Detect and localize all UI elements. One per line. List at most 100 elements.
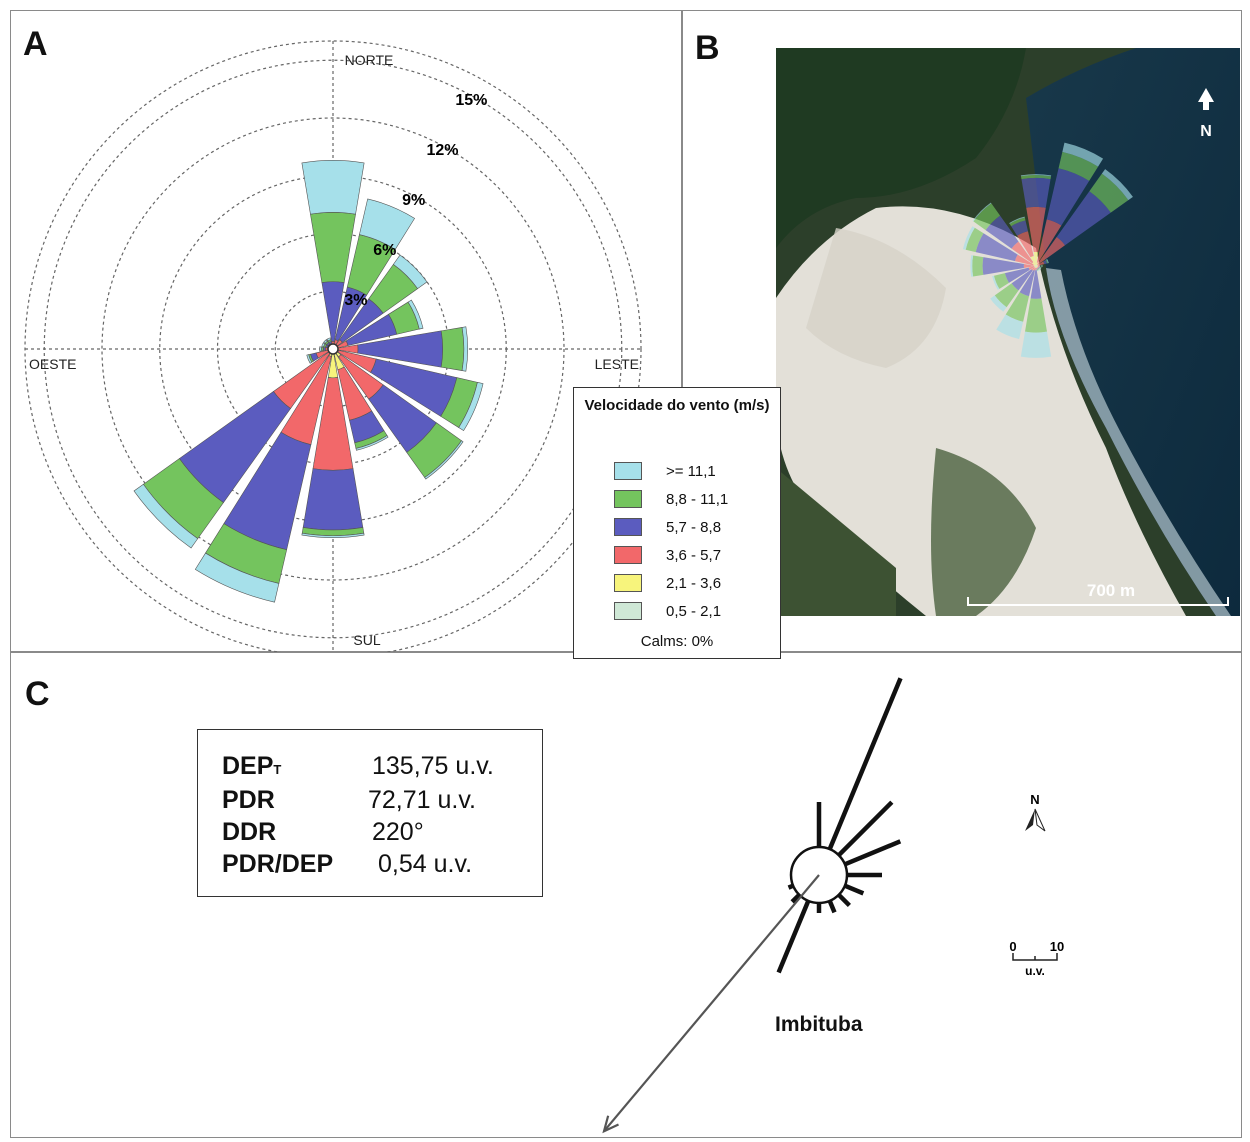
satellite-image: N 700 m (776, 48, 1240, 616)
rose-radial-tick: 12% (426, 142, 458, 159)
map-rose-segment (1036, 265, 1037, 266)
north-arrow-icon (1198, 88, 1214, 110)
map-rose-segment (1028, 266, 1035, 270)
sand-resultant-arrowhead (602, 1115, 619, 1134)
map-rose-segment (1030, 255, 1036, 266)
rose-bar-segment (359, 198, 416, 250)
rose-center (327, 343, 339, 355)
rose-bar-segment (321, 342, 326, 348)
stat-value: 0,54 u.v. (378, 850, 473, 878)
map-rose-segment (1037, 261, 1045, 266)
map-rose-segment (1039, 266, 1041, 269)
map-rose-segment (1038, 268, 1040, 270)
sand-rose-arm (837, 893, 851, 907)
stat-label: PDR/DEP (222, 850, 334, 878)
map-rose-segment (1101, 169, 1133, 201)
stats-box: DEPT 135,75 u.v. PDR 72,71 u.v. DDR 220°… (197, 729, 543, 897)
stat-label: DEPT (222, 752, 282, 780)
map-rose-segment (1058, 151, 1099, 181)
wind-speed-legend: Velocidade do vento (m/s) >= 11,1 8,8 - … (573, 387, 781, 659)
wind-rose-chart: 3% 6% 9% 12% 15% NORTE SUL LESTE OESTE (24, 40, 642, 653)
map-rose-segment (1036, 265, 1038, 266)
map-rose-segment (1020, 174, 1052, 177)
rose-cardinal-label: LESTE (595, 356, 639, 372)
map-north-arrow: N (1198, 88, 1214, 140)
map-rose-segment (1046, 259, 1049, 264)
map-rose-segment (1036, 267, 1038, 269)
map-rose-segment (1021, 177, 1051, 208)
legend-label: 0,5 - 2,1 (666, 603, 722, 620)
stat-label: DDR (222, 818, 277, 846)
map-rose-segment (1032, 262, 1036, 266)
map-rose-segment (990, 295, 1007, 312)
map-rose-segment (1034, 266, 1036, 268)
rose-cardinal-label: NORTE (345, 52, 394, 68)
rose-bar-segment (407, 299, 424, 330)
map-rose-segment (982, 257, 1024, 275)
map-rose-segment (1036, 268, 1038, 270)
map-rose-segment (1034, 265, 1036, 267)
rose-bar-segment (392, 254, 428, 290)
sand-scale-min: 0 (1009, 939, 1016, 954)
map-rose-segment (1045, 259, 1048, 264)
map-rose-segment (1004, 267, 1030, 283)
rose-bar-segment (301, 532, 365, 538)
map-rose-segment (1036, 266, 1037, 268)
rose-radial-tick: 9% (402, 192, 425, 209)
map-rose-segment (1033, 267, 1036, 271)
rose-bar-segment (461, 326, 468, 372)
rose-bar-segment (319, 346, 322, 352)
map-rose-segment (1036, 219, 1062, 263)
rose-bar-segment (306, 354, 313, 364)
map-rose-segment (1039, 265, 1041, 267)
dune-patch (806, 228, 946, 368)
map-rose-segment (1043, 260, 1047, 265)
sand-rose-arm (844, 839, 902, 867)
sand-scale-unit: u.v. (1025, 964, 1045, 978)
map-rose-segment (1041, 264, 1043, 268)
map-rose-segment (992, 275, 1000, 290)
rose-cardinal-label: OESTE (29, 356, 76, 372)
map-rose-segment (1039, 267, 1042, 269)
stat-value: 220° (372, 818, 424, 846)
rose-bar-segment (302, 468, 364, 531)
sand-north-label: N (1030, 792, 1039, 807)
panel-letter-b: B (695, 29, 720, 67)
map-wind-rose-overlay (962, 142, 1133, 358)
map-rose-segment (1036, 266, 1038, 267)
stat-value: 72,71 u.v. (368, 786, 476, 814)
rose-bar-segment (323, 339, 328, 344)
map-rose-segment (1030, 269, 1042, 299)
map-rose-segment (1031, 267, 1035, 271)
map-rose-segment (1038, 266, 1040, 268)
rose-bar-segment (326, 337, 332, 342)
map-rose-segment (1017, 231, 1034, 258)
map-rose-segment (1040, 265, 1042, 267)
map-rose-segment (1035, 266, 1037, 268)
legend-label: >= 11,1 (666, 463, 716, 480)
rose-cardinal-label: SUL (353, 632, 380, 648)
map-rose-segment (1033, 264, 1036, 266)
map-rose-segment (1014, 254, 1034, 266)
map-rose-segment (1035, 266, 1036, 267)
map-rose-segment (1036, 269, 1039, 271)
map-rose-segment (1035, 265, 1036, 266)
legend-calms: Calms: 0% (640, 633, 714, 650)
rose-bars (133, 160, 484, 603)
map-rose-segment (1034, 266, 1036, 267)
map-rose-segment (1036, 266, 1038, 268)
map-rose-segment (1011, 220, 1028, 236)
sand-rose-arm (776, 900, 811, 974)
map-rose-segment (1036, 266, 1037, 267)
rose-bar-segment (458, 381, 484, 432)
rose-labels: 3% 6% 9% 12% 15% NORTE SUL LESTE OESTE (29, 52, 639, 648)
map-rose-segment (1033, 251, 1039, 266)
sand-north-arrow: N (1025, 792, 1046, 832)
sand-rose-arm (844, 883, 865, 896)
rose-radial-tick: 6% (373, 242, 396, 259)
surf-line (1046, 268, 1231, 616)
map-rose-segment (1056, 191, 1111, 246)
map-rose-segment (1037, 269, 1039, 272)
map-rose-segment (962, 226, 975, 250)
map-rose-segment (1011, 241, 1034, 264)
